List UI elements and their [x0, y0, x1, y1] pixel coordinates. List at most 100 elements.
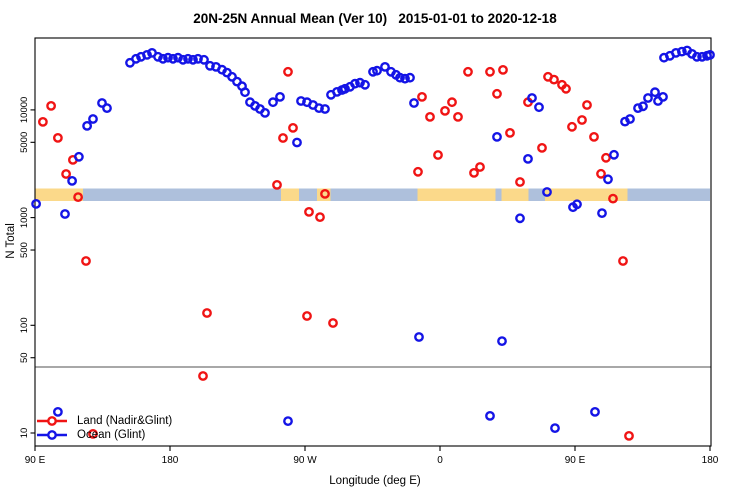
land-point [515, 177, 525, 187]
ocean-point [590, 406, 600, 417]
land-point [447, 97, 457, 108]
x-tick-label: 0 [437, 455, 443, 466]
legend-item-land: Land (Nadir&Glint) [36, 414, 172, 428]
y-tick-label: 1000 [19, 207, 30, 228]
land-point [46, 101, 56, 111]
ocean-point [692, 51, 702, 62]
ocean-point [355, 77, 365, 88]
land-point [202, 308, 212, 318]
ocean-point [350, 78, 360, 89]
ocean-point [260, 108, 270, 118]
ocean-point [53, 406, 63, 417]
land-point [485, 66, 495, 77]
ocean-point [102, 103, 112, 114]
ocean-point [603, 174, 613, 185]
plot-border [34, 37, 712, 447]
land-point [413, 166, 423, 177]
land-point [453, 112, 463, 122]
land-point [38, 117, 48, 127]
ocean-point [97, 98, 107, 108]
ocean-point [131, 53, 141, 64]
y-tick-label: 500 [19, 242, 30, 258]
land-point [304, 206, 314, 217]
y-tick-label: 50 [19, 352, 30, 363]
chart-title: 20N-25N Annual Mean (Ver 10) 2015-01-01 … [193, 11, 557, 26]
ocean-point [158, 53, 168, 64]
ocean-point [609, 149, 619, 160]
land-point [601, 152, 611, 163]
ocean-point [74, 151, 84, 162]
ocean-point [199, 54, 209, 65]
surface-band-ocean [528, 188, 545, 201]
land-point [417, 92, 427, 102]
ocean-point [240, 87, 250, 98]
ocean-point [31, 198, 41, 209]
land-point [561, 83, 571, 94]
land-point [463, 66, 473, 77]
ocean-marker-icon [37, 430, 67, 440]
ocean-point [372, 65, 382, 76]
land-point [198, 371, 208, 381]
ocean-point [193, 53, 203, 64]
surface-band-ocean [495, 188, 502, 201]
ocean-point [523, 153, 533, 164]
land-point [53, 132, 63, 143]
legend-label-land: Land (Nadir&Glint) [77, 414, 173, 427]
ocean-point [183, 53, 193, 64]
ocean-point [638, 101, 648, 112]
surface-band-land [417, 188, 496, 201]
land-point [596, 168, 606, 179]
ocean-point [296, 96, 306, 106]
ocean-point [88, 114, 98, 124]
ocean-point [497, 336, 507, 346]
y-tick-label: 10000 [19, 97, 30, 123]
ocean-point [67, 175, 78, 186]
ocean-point [332, 87, 342, 97]
ocean-point [188, 54, 198, 65]
land-point [272, 179, 282, 190]
land-point [73, 192, 84, 203]
ocean-point [705, 50, 715, 60]
land-point [505, 127, 515, 138]
ocean-point [414, 332, 424, 342]
x-tick-label: 180 [162, 455, 179, 466]
ocean-point [485, 410, 495, 421]
surface-band-land [35, 188, 83, 201]
land-point [618, 256, 628, 266]
land-point [549, 74, 559, 85]
land-point [492, 88, 502, 99]
ocean-point [153, 51, 163, 62]
surface-band-land [281, 188, 299, 201]
ocean-point [178, 54, 188, 65]
ocean-point [205, 60, 215, 71]
x-tick-label: 90 E [565, 455, 586, 466]
x-tick-label: 90 W [293, 455, 317, 466]
land-point [567, 121, 577, 132]
land-point [537, 142, 547, 153]
land-point [425, 112, 435, 122]
ocean-point [268, 97, 278, 108]
ocean-point [572, 199, 582, 210]
ocean-point [677, 46, 687, 57]
land-point [328, 318, 338, 328]
ocean-point [173, 52, 183, 63]
y-axis-title: N Total [5, 223, 17, 259]
ocean-point [314, 103, 324, 114]
land-point [582, 100, 592, 110]
ocean-point [527, 93, 537, 103]
ocean-point [409, 98, 419, 108]
land-marker-icon [37, 416, 67, 426]
land-point [624, 430, 634, 441]
ocean-point [643, 93, 653, 103]
land-point [608, 193, 618, 204]
land-point [315, 212, 325, 223]
surface-band-land [501, 188, 529, 201]
land-point [498, 65, 508, 75]
y-tick-label: 5000 [19, 132, 30, 153]
surface-band-ocean [299, 188, 317, 201]
land-point [589, 131, 599, 142]
x-tick-label: 90 E [25, 455, 46, 466]
ocean-point [542, 187, 552, 197]
land-point [288, 123, 298, 133]
